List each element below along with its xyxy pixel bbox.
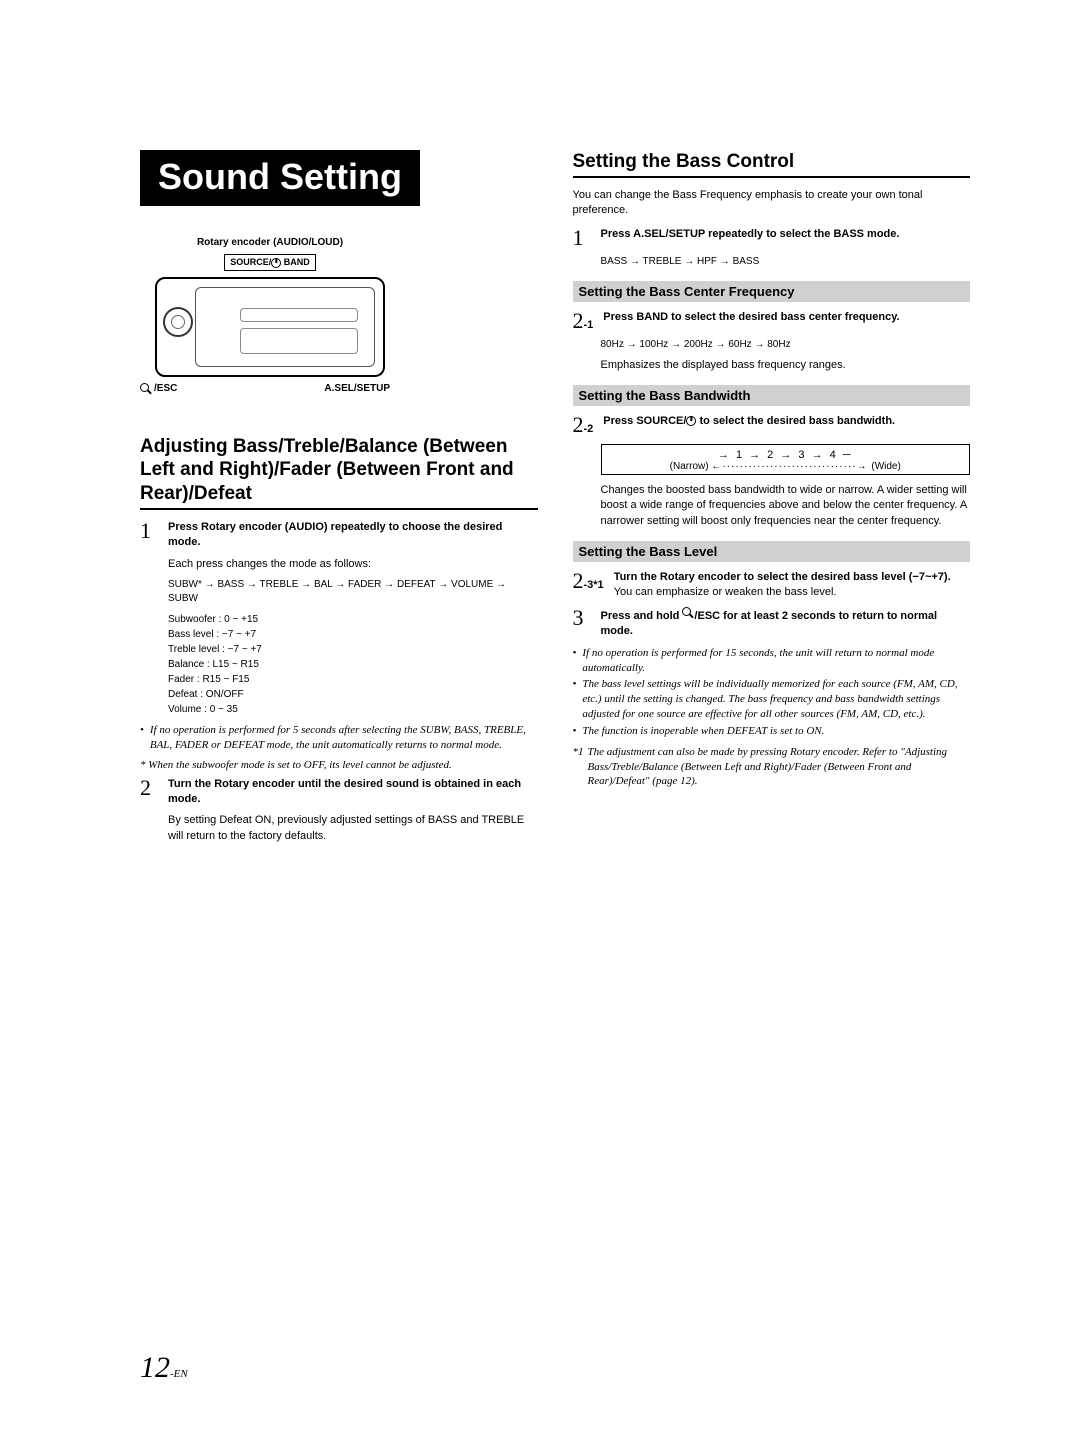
r22-a: Press [603,415,636,427]
step-number: 2-3*1 [573,570,604,601]
heading-adjusting: Adjusting Bass/Treble/Balance (Between L… [140,435,538,510]
rnote2: The bass level settings will be individu… [582,677,970,722]
diagram-mid-left: SOURCE/ [230,257,271,267]
right-step-2-3: 2-3*1 Turn the Rotary encoder to select … [573,570,971,601]
left-column: Sound Setting Rotary encoder (AUDIO/LOUD… [140,150,538,850]
diagram-label-esc: /ESC [140,383,177,395]
range-fader: Fader : R15 ~ F15 [168,672,538,687]
range-balance: Balance : L15 ~ R15 [168,657,538,672]
bass-intro: You can change the Bass Frequency emphas… [573,188,971,219]
right-step-2-1: 2-1 Press BAND to select the desired bas… [573,310,971,332]
right-column: Setting the Bass Control You can change … [573,150,971,850]
range-bass: Bass level : −7 ~ +7 [168,627,538,642]
left-step-2: 2 Turn the Rotary encoder until the desi… [140,777,538,808]
device-diagram: Rotary encoder (AUDIO/LOUD) SOURCE/ BAND… [140,236,400,395]
bw-wide: (Wide) [871,461,900,472]
r23-c: to select the desired bass level (−7~+7)… [741,571,951,583]
step1-body: Each press changes the mode as follows: [168,557,538,572]
r21-body: Emphasizes the displayed bass frequency … [601,358,971,373]
heading-bass-level: Setting the Bass Level [573,541,971,562]
page-num-value: 12 [140,1351,170,1384]
note1-text: If no operation is performed for 5 secon… [150,723,538,753]
bw-row1: → 1 → 2 → 3 → 4 ─ [612,449,960,461]
right-step-2-2: 2-2 Press SOURCE/ to select the desired … [573,414,971,436]
footnote-text: The adjustment can also be made by press… [588,745,971,790]
range-treble: Treble level : −7 ~ +7 [168,642,538,657]
step-number: 1 [140,520,158,551]
left-step-1: 1 Press Rotary encoder (AUDIO) repeatedl… [140,520,538,551]
rnote1: If no operation is performed for 15 seco… [582,646,970,676]
step1-sequence: SUBW* → BASS → TREBLE → BAL → FADER → DE… [168,578,538,606]
range-volume: Volume : 0 ~ 35 [168,702,538,717]
step1-text-a: Press [168,521,201,533]
heading-bandwidth: Setting the Bass Bandwidth [573,385,971,406]
search-icon [682,607,694,619]
esc-text: /ESC [154,383,177,394]
heading-bass-control: Setting the Bass Control [573,150,971,178]
r21-seq: 80Hz → 100Hz → 200Hz → 60Hz → 80Hz [601,338,971,352]
step-number: 2-2 [573,414,594,436]
r-step1-seq: BASS → TREBLE → HPF → BASS [601,255,971,269]
right-footnote: *1 The adjustment can also be made by pr… [573,745,971,790]
search-icon [140,383,152,395]
rnote3: The function is inoperable when DEFEAT i… [582,724,824,739]
diagram-label-asel: A.SEL/SETUP [324,383,390,395]
right-step-1: 1 Press A.SEL/SETUP repeatedly to select… [573,227,971,249]
device-illustration [155,277,385,377]
r22-b: SOURCE/ [636,415,686,427]
bandwidth-diagram: → 1 → 2 → 3 → 4 ─ (Narrow) ←············… [601,444,971,475]
page-title: Sound Setting [140,150,420,206]
r3-b: /ESC [694,610,720,622]
r21-b: BAND [636,311,668,323]
r23-b: Rotary encoder [660,571,741,583]
step-number: 2-1 [573,310,594,332]
r21-c: to select the desired bass center freque… [668,311,900,323]
r-step1-b: A.SEL/SETUP [633,228,705,240]
footnote-marker: *1 [573,745,584,790]
diagram-mid-right: BAND [284,257,310,267]
r-step1-c: repeatedly to select the BASS mode. [705,228,899,240]
diagram-label-top: Rotary encoder (AUDIO/LOUD) [140,236,400,250]
page-num-suffix: -EN [170,1368,188,1380]
power-icon [271,258,281,268]
step1-text-b: Rotary encoder (AUDIO) [201,521,328,533]
page-number: 12-EN [140,1351,188,1385]
range-list: Subwoofer : 0 ~ +15 Bass level : −7 ~ +7… [168,612,538,717]
right-step-3: 3 Press and hold /ESC for at least 2 sec… [573,607,971,640]
diagram-label-mid: SOURCE/ BAND [224,254,316,271]
step2-body: By setting Defeat ON, previously adjuste… [168,813,538,844]
r22-c: to select the desired bass bandwidth. [696,415,895,427]
r3-a: Press and hold [601,610,683,622]
range-defeat: Defeat : ON/OFF [168,687,538,702]
step2-text-b: Rotary encoder [214,778,295,790]
left-asterisk-note: * When the subwoofer mode is set to OFF,… [140,759,538,771]
page-content: Sound Setting Rotary encoder (AUDIO/LOUD… [140,150,970,850]
range-subwoofer: Subwoofer : 0 ~ +15 [168,612,538,627]
left-note-1: •If no operation is performed for 5 seco… [140,723,538,753]
r-step1-a: Press [601,228,634,240]
heading-center-freq: Setting the Bass Center Frequency [573,281,971,302]
r23-a: Turn the [614,571,660,583]
bw-narrow: (Narrow) [670,461,709,472]
right-notes: •If no operation is performed for 15 sec… [573,646,971,739]
step-number: 2 [140,777,158,808]
step-number: 1 [573,227,591,249]
step2-text-a: Turn the [168,778,214,790]
r21-a: Press [603,311,636,323]
r22-body: Changes the boosted bass bandwidth to wi… [601,483,971,529]
r23-body: You can emphasize or weaken the bass lev… [614,585,970,600]
bw-dots: ←·······························→ [711,461,871,472]
power-icon [686,416,696,426]
step-number: 3 [573,607,591,640]
